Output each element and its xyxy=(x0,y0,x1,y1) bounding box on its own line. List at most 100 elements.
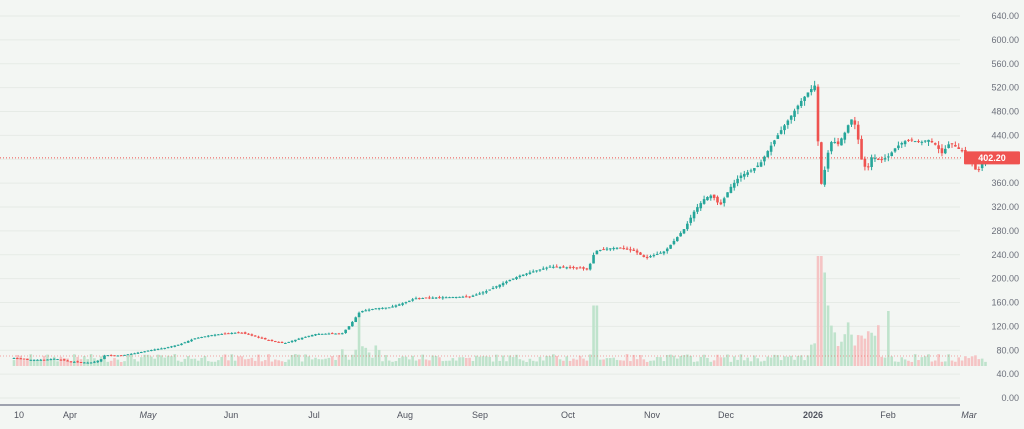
candle-body xyxy=(810,89,813,93)
volume-bar xyxy=(521,360,525,366)
volume-bar xyxy=(458,357,461,366)
candle-body xyxy=(783,125,786,131)
volume-bar xyxy=(49,360,53,366)
volume-bar xyxy=(696,361,699,366)
price-tick-label: 80.00 xyxy=(996,345,1019,355)
candle-body xyxy=(823,169,826,185)
candle-body xyxy=(538,269,542,271)
volume-bar xyxy=(294,354,297,366)
volume-bar xyxy=(719,357,723,366)
time-tick-label: Apr xyxy=(63,410,77,420)
candle-body xyxy=(143,351,146,353)
candle-body xyxy=(270,339,274,342)
volume-bar xyxy=(836,346,840,366)
candle-body xyxy=(662,251,666,254)
candle-body xyxy=(609,248,612,250)
candle-body xyxy=(280,341,284,343)
candle-body xyxy=(558,267,562,269)
candle-body xyxy=(109,355,113,357)
candle-body xyxy=(860,138,863,160)
volume-bar xyxy=(625,354,629,366)
candle-body xyxy=(789,115,793,120)
volume-bar xyxy=(803,360,806,366)
candle-body xyxy=(32,359,36,361)
volume-bar xyxy=(26,358,29,366)
candle-body xyxy=(605,248,609,250)
volume-bar xyxy=(639,355,642,366)
volume-bar xyxy=(481,356,485,366)
volume-bar xyxy=(525,361,528,366)
time-tick-label: 10 xyxy=(14,410,24,420)
volume-bar xyxy=(652,360,656,366)
candle-body xyxy=(853,120,857,125)
volume-bar xyxy=(796,355,800,366)
last-price-value: 402.20 xyxy=(978,153,1006,163)
candle-body xyxy=(428,297,431,299)
candle-body xyxy=(960,150,964,152)
candle-body xyxy=(93,361,96,363)
volume-bar xyxy=(424,359,428,366)
candle-body xyxy=(133,353,136,355)
candle-body xyxy=(166,347,170,349)
volume-bar xyxy=(441,361,445,366)
candle-body xyxy=(250,334,254,336)
volume-bar xyxy=(810,344,813,366)
candle-body xyxy=(103,355,106,360)
time-tick-label: Nov xyxy=(644,410,661,420)
volume-bar xyxy=(531,360,535,366)
volume-bar xyxy=(488,356,491,366)
candle-body xyxy=(66,360,69,362)
candle-body xyxy=(274,341,277,343)
volume-bar xyxy=(679,355,682,366)
candle-body xyxy=(528,272,532,274)
time-tick-label: Feb xyxy=(880,410,896,420)
candle-body xyxy=(743,173,746,177)
time-axis[interactable]: 10 Apr May Jun Jul Aug Sep Oct Nov Dec 2026 Feb Mar xyxy=(14,410,978,420)
volume-bar xyxy=(310,359,314,366)
candle-body xyxy=(62,359,66,361)
volume-bar xyxy=(598,359,602,366)
price-axis[interactable]: 0.00 40.00 80.00 120.00 160.00 200.00 240.00 28… xyxy=(991,11,1019,403)
volume-bar xyxy=(585,360,589,366)
candle-body xyxy=(213,334,217,336)
price-tick-label: 40.00 xyxy=(996,369,1019,379)
volume-bar xyxy=(933,360,937,366)
candle-body xyxy=(686,223,689,230)
volume-bar xyxy=(106,361,110,366)
volume-bar xyxy=(186,356,190,366)
volume-bar xyxy=(619,360,622,366)
volume-bar xyxy=(642,359,646,366)
candle-body xyxy=(665,248,669,252)
volume-bar xyxy=(193,358,197,366)
candle-body xyxy=(310,334,314,337)
volume-bar xyxy=(401,356,404,366)
volume-bar xyxy=(820,256,823,366)
candle-body xyxy=(763,156,766,162)
volume-bar xyxy=(173,354,177,366)
candle-body xyxy=(227,333,230,335)
candle-body xyxy=(337,333,341,335)
time-tick-label: Oct xyxy=(561,410,576,420)
candle-body xyxy=(716,196,719,203)
volume-bar xyxy=(786,356,790,366)
volume-bar xyxy=(263,360,267,366)
volume-bar xyxy=(823,272,826,366)
candle-body xyxy=(441,297,445,299)
volume-bar xyxy=(722,357,726,366)
volume-bar xyxy=(977,359,981,366)
candle-body xyxy=(786,120,790,125)
candle-body xyxy=(284,342,287,344)
candle-body xyxy=(659,252,662,254)
volume-bar xyxy=(327,357,331,366)
volume-bar xyxy=(347,359,351,366)
candle-body xyxy=(615,247,619,249)
candle-body xyxy=(803,96,806,101)
volume-bar xyxy=(866,331,870,366)
volume-bar xyxy=(464,357,468,366)
candle-body xyxy=(950,143,954,145)
volume-bar xyxy=(518,359,522,366)
volume-bar xyxy=(542,360,545,366)
candle-body xyxy=(56,359,59,361)
